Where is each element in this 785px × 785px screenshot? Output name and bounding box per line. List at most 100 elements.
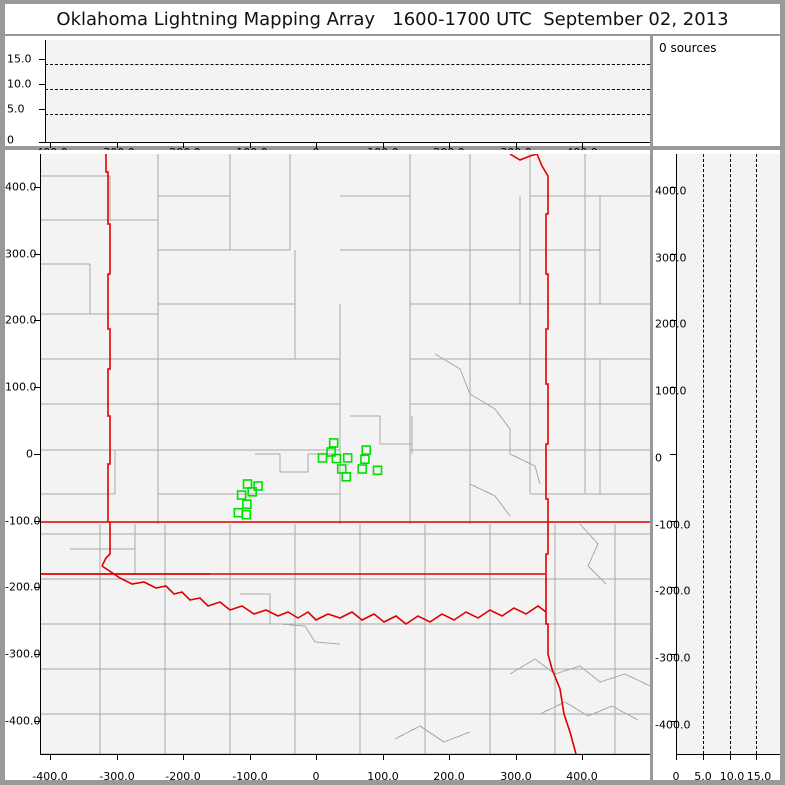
title-bar: Oklahoma Lightning Mapping Array 1600-17… — [5, 4, 780, 34]
map-ytick-mark--200 — [34, 587, 41, 588]
map-ytick-label--300: -300.0 — [5, 647, 41, 661]
alt-ytick-label--200: -200.0 — [655, 584, 691, 598]
map-xtick-label--200: -200.0 — [165, 770, 201, 783]
alt-ytick-label-100: 100.0 — [655, 384, 687, 398]
ytick-mark-15 — [39, 59, 46, 60]
map-ytick-label-100: 100.0 — [5, 380, 37, 394]
xtick-mark-400 — [582, 142, 583, 148]
map-xtick-mark--100 — [250, 754, 251, 760]
gridline-x-15 — [756, 154, 757, 754]
map-xtick-label-400: 400.0 — [566, 770, 598, 783]
gridline-x-10 — [730, 154, 731, 754]
map-ytick-label--400: -400.0 — [5, 714, 41, 728]
source-marker — [242, 479, 253, 489]
map-xtick-label-0: 0 — [312, 770, 320, 783]
alt-xtick-mark-0 — [676, 754, 677, 760]
xtick-mark-200 — [449, 142, 450, 148]
map-ytick-mark-300 — [34, 254, 41, 255]
ytick-label-0: 0 — [7, 133, 14, 147]
map-panel: 400.0 300.0 200.0 100.0 0 -100.0 -200.0 … — [5, 150, 650, 780]
time-height-y-axis — [45, 40, 46, 142]
source-marker — [336, 464, 347, 474]
map-ytick-label-400: 400.0 — [5, 180, 37, 194]
map-xtick-mark-0 — [316, 754, 317, 760]
alt-xtick-mark-5 — [703, 754, 704, 760]
time-height-x-axis — [45, 142, 650, 143]
altitude-histogram-plot-area — [676, 154, 780, 754]
ytick-mark-0 — [39, 142, 46, 143]
map-xtick-mark-200 — [449, 754, 450, 760]
map-xtick-label--100: -100.0 — [232, 770, 268, 783]
alt-xtick-label-10: 10.0 — [719, 770, 745, 783]
source-marker — [360, 454, 370, 465]
county-borders-layer — [40, 154, 650, 754]
source-marker — [253, 481, 263, 491]
alt-ytick-mark-400 — [670, 187, 677, 188]
alt-ytick-label--300: -300.0 — [655, 651, 691, 665]
alt-ytick-mark--100 — [670, 521, 677, 522]
gridline-y-5 — [45, 114, 650, 115]
xtick-mark--300 — [117, 142, 118, 148]
alt-ytick-label-300: 300.0 — [655, 251, 687, 265]
map-geography-svg — [40, 154, 650, 754]
ytick-label-5: 5.0 — [7, 102, 25, 116]
map-ytick-mark--300 — [34, 654, 41, 655]
map-xtick-label-200: 200.0 — [433, 770, 465, 783]
source-marker — [241, 509, 251, 520]
source-marker — [233, 507, 244, 518]
map-ytick-label--200: -200.0 — [5, 580, 41, 594]
time-height-plot-area — [45, 40, 650, 142]
alt-ytick-mark--400 — [670, 721, 677, 722]
map-ytick-mark--400 — [34, 721, 41, 722]
source-count-panel: 0 sources — [653, 36, 780, 146]
ytick-label-15: 15.0 — [7, 52, 32, 66]
map-ytick-mark--100 — [34, 521, 41, 522]
source-marker — [328, 438, 339, 448]
alt-xtick-mark-15 — [756, 754, 757, 760]
map-xtick-mark-300 — [516, 754, 517, 760]
alt-ytick-mark-200 — [670, 320, 677, 321]
alt-ytick-label-400: 400.0 — [655, 184, 687, 198]
xtick-mark-0 — [316, 142, 317, 148]
altitude-x-axis — [676, 754, 780, 755]
map-xtick-label-300: 300.0 — [500, 770, 532, 783]
map-ytick-mark-0 — [34, 454, 41, 455]
time-height-panel: 15.0 10.0 5.0 0 — [5, 36, 650, 148]
map-xtick-mark-100 — [383, 754, 384, 760]
xtick-mark-300 — [516, 142, 517, 148]
map-xtick-mark--300 — [117, 754, 118, 760]
alt-ytick-label-0: 0 — [655, 451, 662, 465]
map-ytick-label-300: 300.0 — [5, 247, 37, 261]
source-marker — [341, 471, 352, 482]
source-marker — [372, 465, 383, 476]
alt-ytick-label--100: -100.0 — [655, 518, 691, 532]
alt-ytick-label--400: -400.0 — [655, 718, 691, 732]
map-xtick-label--400: -400.0 — [32, 770, 68, 783]
map-ytick-label-0: 0 — [26, 447, 33, 461]
altitude-histogram-panel — [653, 150, 780, 780]
ytick-mark-10 — [39, 84, 46, 85]
map-xtick-label-100: 100.0 — [367, 770, 399, 783]
map-xtick-mark-400 — [582, 754, 583, 760]
map-ytick-label-200: 200.0 — [5, 313, 37, 327]
alt-xtick-label-15: 15.0 — [746, 770, 772, 783]
map-xtick-mark--200 — [183, 754, 184, 760]
source-marker — [242, 499, 252, 510]
source-marker — [331, 453, 342, 464]
alt-ytick-mark--200 — [670, 587, 677, 588]
map-plot-area[interactable] — [40, 154, 650, 754]
xtick-mark--200 — [183, 142, 184, 148]
xtick-mark-100 — [383, 142, 384, 148]
source-marker — [357, 464, 368, 474]
page-title: Oklahoma Lightning Mapping Array 1600-17… — [56, 8, 729, 30]
ytick-label-10: 10.0 — [7, 77, 32, 91]
alt-ytick-mark-100 — [670, 387, 677, 388]
alt-ytick-mark-300 — [670, 254, 677, 255]
gridline-x-5 — [703, 154, 704, 754]
source-markers-layer — [233, 438, 383, 520]
alt-ytick-mark-0 — [670, 454, 677, 455]
gridline-y-15 — [45, 64, 650, 65]
map-xtick-mark--400 — [50, 754, 51, 760]
source-marker — [342, 453, 353, 463]
